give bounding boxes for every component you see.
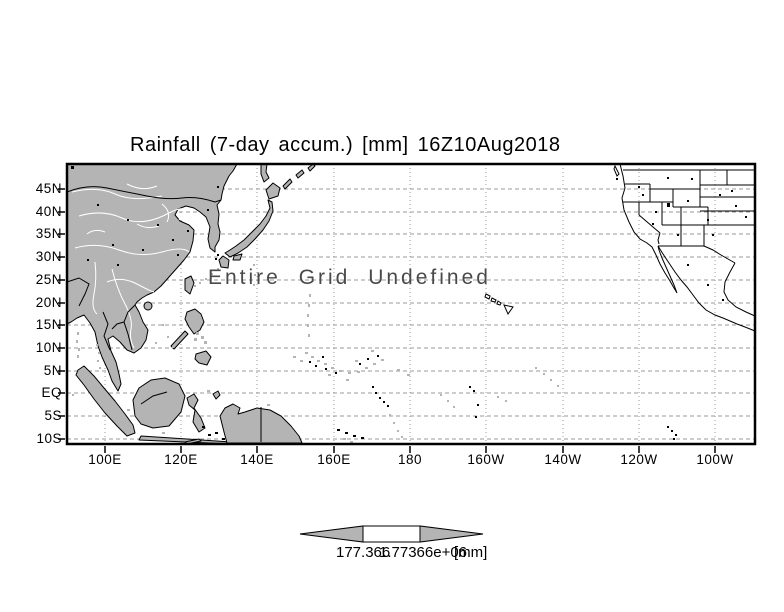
hawaii-islands [484,293,514,316]
halmahera [212,390,221,400]
lon-label: 160E [317,452,351,467]
kyushu [218,255,230,269]
luzon [184,308,205,335]
lat-label: 25N [35,272,62,287]
lat-label: 45N [35,181,62,196]
grid-undefined-message: Entire Grid Undefined [208,266,491,289]
colorbar-center-cell [362,525,421,543]
na-lakes [616,177,747,301]
map-svg [58,162,757,453]
kuril-2 [295,169,305,179]
colorbar-units-label: [mm] [454,544,488,561]
lat-label: 30N [35,249,62,264]
colorbar-min-label: 177.366 [336,544,391,561]
taiwan [184,275,195,295]
rivers [71,183,190,349]
asia-lakes [87,186,219,266]
mindanao [194,350,212,366]
ocean-islands [72,254,677,443]
hokkaido [265,182,281,200]
vancouver-island [613,164,620,177]
axis-ticks [58,188,716,453]
colorbar-max-label: 1.77366e+06 [379,544,468,561]
lon-label: 140E [240,452,274,467]
lat-label: 35N [35,226,62,241]
lon-label: 160W [467,452,505,467]
lat-label: EQ [41,385,62,400]
hainan [143,301,153,311]
sakhalin [260,163,270,183]
asia-borders [66,166,262,442]
asia-mainland [66,163,238,392]
na-gulf-coast [723,262,756,317]
plot-frame [65,162,757,446]
honshu [224,199,274,258]
kuril-3 [307,163,316,172]
sumatra [75,365,136,437]
colorbar-left-arrow [299,525,364,543]
na-pacific-coast [619,163,756,332]
lon-label: 140W [544,452,582,467]
lat-label: 5S [44,408,62,423]
dark-islets [202,254,677,440]
lon-label: 100W [696,452,734,467]
colorbar [299,525,484,543]
lat-label: 5N [43,363,62,378]
lat-label: 10N [35,340,62,355]
lon-label: 100E [88,452,122,467]
borneo [132,377,186,429]
colorbar-right-arrow [419,525,484,543]
lat-label: 40N [35,204,62,219]
lon-label: 120W [620,452,658,467]
plot-title: Rainfall (7-day accum.) [mm] 16Z10Aug201… [130,134,561,156]
kuril-1 [282,178,293,190]
lat-label: 15N [35,317,62,332]
shikoku [232,253,243,261]
land-asia [66,163,316,445]
lon-label: 180 [397,452,423,467]
lat-label: 10S [36,431,62,446]
na-state-borders [623,169,755,264]
north-america [613,163,756,332]
lon-label: 120E [164,452,198,467]
lat-label: 20N [35,295,62,310]
gray-atolls [72,264,559,443]
